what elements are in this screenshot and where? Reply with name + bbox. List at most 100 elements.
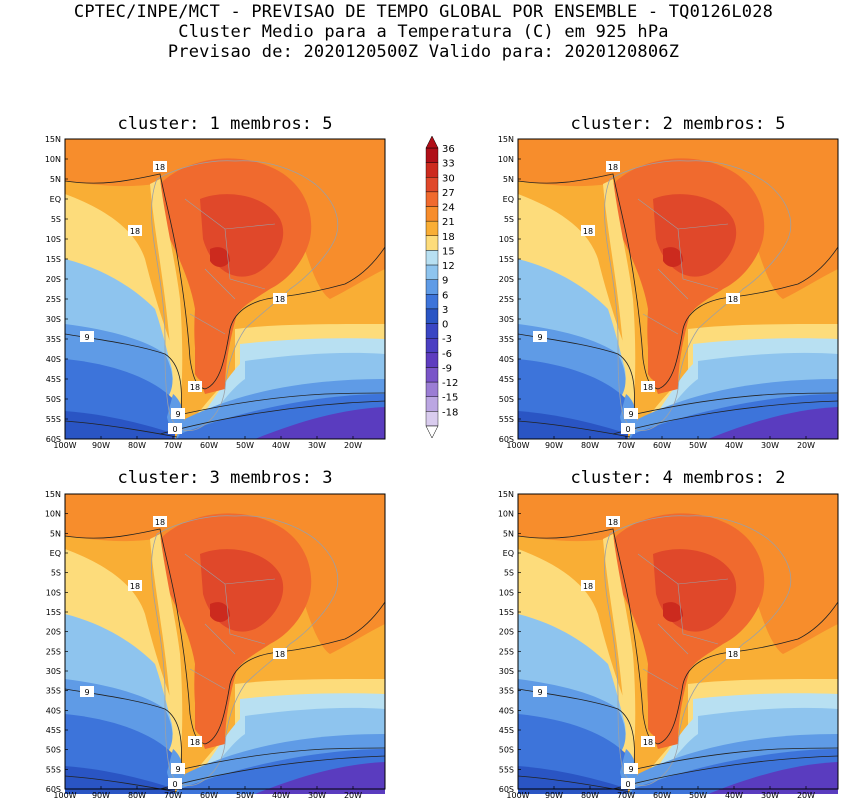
contour-label-bg	[581, 225, 595, 236]
contour-label-bg	[80, 331, 94, 342]
contour-label-bg	[606, 516, 620, 527]
lat-tick-label: 5N	[50, 175, 61, 184]
lon-tick-label: 40W	[272, 441, 290, 450]
contour-label-bg	[188, 736, 202, 747]
lat-tick-label: 5N	[503, 175, 514, 184]
contour-label-bg	[80, 686, 94, 697]
contour-label: 9	[175, 765, 180, 774]
lat-tick-label: 15N	[45, 490, 61, 499]
colorbar-swatch	[425, 206, 439, 222]
contour-label-bg	[128, 225, 142, 236]
contour-label-bg	[606, 161, 620, 172]
lat-tick-label: 45S	[499, 726, 514, 735]
contour-label: 18	[155, 518, 165, 527]
colorbar-swatch	[425, 162, 439, 178]
lon-tick-label: 30W	[761, 791, 779, 800]
lat-tick-label: EQ	[503, 195, 514, 204]
lon-tick-label: 40W	[725, 441, 743, 450]
lat-tick-label: 50S	[499, 746, 514, 755]
map-panel-2	[517, 138, 839, 440]
contour-label-bg	[581, 580, 595, 591]
lon-tick-label: 80W	[128, 441, 146, 450]
lat-tick-label: 60S	[499, 435, 514, 444]
contour-label-bg	[624, 763, 638, 774]
contour-label: 18	[583, 582, 593, 591]
panel-title-1: cluster: 1 membros: 5	[117, 114, 333, 134]
colorbar-swatch	[425, 191, 439, 207]
contour-label-bg	[641, 736, 655, 747]
colorbar-label: 27	[442, 188, 455, 199]
colorbar-label: 15	[442, 246, 455, 257]
lon-tick-label: 20W	[797, 441, 815, 450]
lat-tick-label: 20S	[46, 628, 61, 637]
lat-tick-label: 15N	[498, 490, 514, 499]
colorbar-swatch	[425, 352, 439, 368]
lon-tick-label: 50W	[236, 791, 254, 800]
lat-tick-label: 25S	[499, 295, 514, 304]
lon-tick-label: 90W	[92, 791, 110, 800]
contour-label-bg	[273, 648, 287, 659]
lon-tick-label: 80W	[581, 441, 599, 450]
lon-tick-label: 40W	[272, 791, 290, 800]
contour-label-bg	[624, 408, 638, 419]
lon-tick-label: 50W	[689, 441, 707, 450]
lon-tick-label: 80W	[128, 791, 146, 800]
contour-label-bg	[168, 423, 182, 434]
lat-tick-label: 35S	[46, 335, 61, 344]
contour-label: 9	[175, 410, 180, 419]
colorbar-swatch	[425, 220, 439, 236]
lat-tick-label: 15S	[499, 255, 514, 264]
contour-label: 9	[537, 688, 542, 697]
lon-tick-label: 90W	[545, 791, 563, 800]
contour-label-bg	[726, 648, 740, 659]
colorbar-swatch	[425, 367, 439, 383]
lat-tick-label: 20S	[499, 628, 514, 637]
contour-label: 0	[172, 425, 177, 434]
contour-label: 18	[190, 738, 200, 747]
lat-tick-label: 25S	[499, 647, 514, 656]
lat-tick-label: 45S	[499, 375, 514, 384]
panel-title-3: cluster: 3 membros: 3	[117, 468, 333, 488]
contour-label: 18	[728, 650, 738, 659]
lat-tick-label: 35S	[499, 687, 514, 696]
lat-tick-label: 5S	[504, 569, 514, 578]
colorbar-swatch	[425, 411, 439, 427]
colorbar-swatch	[425, 279, 439, 295]
colorbar-swatch	[425, 308, 439, 324]
contour-label: 18	[275, 650, 285, 659]
lat-tick-label: 10N	[45, 155, 61, 164]
lat-tick-label: 40S	[499, 706, 514, 715]
colorbar-swatch	[425, 294, 439, 310]
lon-tick-label: 70W	[617, 791, 635, 800]
lat-tick-label: 55S	[499, 415, 514, 424]
contour-label-bg	[171, 763, 185, 774]
map-panel-3	[64, 493, 386, 795]
lat-tick-label: 60S	[499, 785, 514, 794]
contour-label: 9	[628, 410, 633, 419]
contour-label: 18	[643, 383, 653, 392]
lat-tick-label: 25S	[46, 295, 61, 304]
colorbar-top-arrow	[425, 135, 439, 149]
lon-tick-label: 70W	[617, 441, 635, 450]
header-line-2: Cluster Medio para a Temperatura (C) em …	[178, 22, 669, 42]
lat-tick-label: 15S	[46, 608, 61, 617]
colorbar-label: 9	[442, 276, 448, 287]
lon-tick-label: 100W	[53, 791, 76, 800]
lat-tick-label: 35S	[499, 335, 514, 344]
contour-label-bg	[153, 161, 167, 172]
lon-tick-label: 80W	[581, 791, 599, 800]
lat-tick-label: 40S	[46, 706, 61, 715]
colorbar-label: 33	[442, 159, 455, 170]
lat-tick-label: 50S	[46, 746, 61, 755]
contour-label-bg	[168, 778, 182, 789]
contour-label: 18	[275, 295, 285, 304]
contour-label: 0	[625, 780, 630, 789]
lon-tick-label: 60W	[653, 791, 671, 800]
lon-tick-label: 30W	[761, 441, 779, 450]
contour-label: 9	[628, 765, 633, 774]
contour-label-bg	[188, 381, 202, 392]
colorbar-label: -6	[442, 349, 452, 360]
contour-label: 18	[130, 582, 140, 591]
lat-tick-label: 10S	[46, 235, 61, 244]
